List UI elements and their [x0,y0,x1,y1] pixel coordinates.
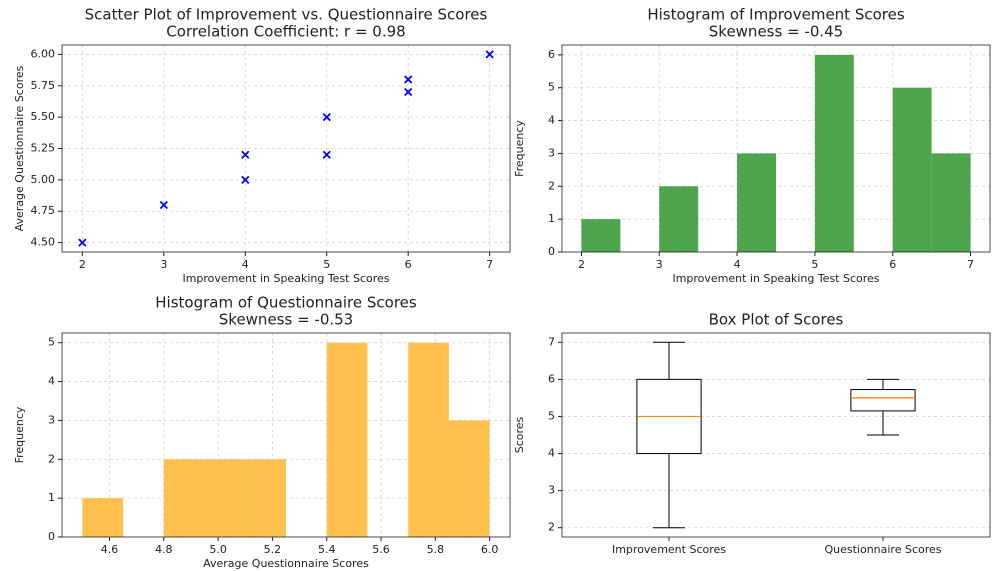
axes-frame [61,44,511,253]
histogram-bar [659,186,699,252]
chart-title: Box Plot of Scores [709,311,844,329]
histogram-bar [814,54,854,252]
y-tick-label: 0 [48,530,55,543]
y-axis-label: Frequency [13,406,26,463]
y-tick-label: 2 [548,179,555,192]
y-axis-label: Average Questionnaire Scores [13,65,26,231]
y-tick-label: 2 [48,452,55,465]
axes-frame [61,332,511,538]
y-tick-label: 1 [548,212,555,225]
x-tick-label: 5.4 [318,543,336,556]
scatter-point [78,238,87,247]
y-tick-label: 4 [48,375,55,388]
x-tick-label: 6 [405,258,412,271]
x-tick-label: 4.6 [101,543,119,556]
scatter-point [322,150,331,159]
chart-subtitle: Skewness = -0.45 [709,23,843,41]
x-axis-label: Average Questionnaire Scores [203,557,369,570]
y-tick-label: 6 [548,372,555,385]
x-tick-label: 6.0 [481,543,499,556]
scatter-point [404,87,413,97]
y-tick-label: 7 [548,335,555,348]
chart-title: Scatter Plot of Improvement vs. Question… [85,6,488,24]
y-tick-label: 5.00 [31,173,56,186]
x-tick-label: 5 [323,258,330,271]
histogram-bar [737,153,776,252]
box [850,389,916,412]
histogram-bar [408,342,449,537]
x-tick-label: 7 [486,258,493,271]
chart-title: Histogram of Improvement Scores [647,6,904,24]
histogram-bar [581,219,621,252]
y-tick-label: 5.25 [31,142,56,155]
histogram-bar [245,459,286,537]
x-tick-label: 5.2 [264,543,282,556]
y-tick-label: 0 [548,245,555,258]
y-tick-label: 4 [548,114,555,127]
y-tick-label: 5.75 [31,79,56,92]
x-tick-label: 5.6 [372,543,390,556]
x-tick-label: Improvement Scores [612,543,726,556]
y-tick-label: 1 [48,491,55,504]
x-tick-label: 3 [656,258,663,271]
y-tick-label: 6.00 [31,47,56,60]
y-tick-label: 4 [548,447,555,460]
x-tick-label: 5.0 [209,543,227,556]
y-tick-label: 3 [548,146,555,159]
histogram-bar [163,459,205,537]
histogram-bar [892,87,932,252]
subplot: Scatter Plot of Improvement vs. Question… [13,6,511,285]
y-tick-label: 4.75 [31,204,56,217]
y-tick-label: 5 [48,336,55,349]
histogram-bar [82,498,124,537]
x-tick-label: 3 [160,258,167,271]
y-tick-label: 3 [48,413,55,426]
y-tick-label: 5 [548,409,555,422]
x-tick-label: 5 [811,258,818,271]
y-tick-label: 5.50 [31,110,56,123]
y-tick-label: 2 [548,521,555,534]
x-tick-label: 6 [889,258,896,271]
axes-frame [561,332,991,538]
x-tick-label: 7 [967,258,974,271]
y-axis-label: Frequency [513,120,526,177]
scatter-point [485,50,494,59]
histogram-bar [931,153,971,252]
y-axis-label: Scores [513,416,526,453]
x-tick-label: Questionnaire Scores [824,543,941,556]
histogram-bar [326,342,368,537]
chart-subtitle: Skewness = -0.53 [219,311,353,329]
x-axis-label: Improvement in Speaking Test Scores [672,272,879,285]
scatter-point [322,112,331,122]
y-tick-label: 4.50 [31,236,56,249]
scatter-point [241,175,250,185]
y-tick-label: 6 [548,48,555,61]
scatter-point [404,75,413,84]
x-tick-label: 2 [79,258,86,271]
axes-frame [561,44,991,253]
x-tick-label: 4 [734,258,741,271]
scatter-point [159,200,168,210]
x-tick-label: 2 [578,258,585,271]
subplot: Box Plot of Scores 2 3 4 5 6 7 Improvement Scor… [513,311,991,556]
chart-subtitle: Correlation Coefficient: r = 0.98 [166,23,405,41]
chart-title: Histogram of Questionnaire Scores [155,294,417,312]
y-tick-label: 5 [548,81,555,94]
histogram-bar [204,459,246,537]
subplot: Histogram of Questionnaire ScoresSkewnes… [13,294,511,570]
y-tick-label: 3 [548,484,555,497]
histogram-bar [448,420,490,537]
x-tick-label: 5.8 [427,543,445,556]
scatter-point [241,150,250,159]
x-axis-label: Improvement in Speaking Test Scores [182,272,389,285]
x-tick-label: 4.8 [155,543,173,556]
subplot: Histogram of Improvement ScoresSkewness … [513,6,991,285]
x-tick-label: 4 [242,258,249,271]
